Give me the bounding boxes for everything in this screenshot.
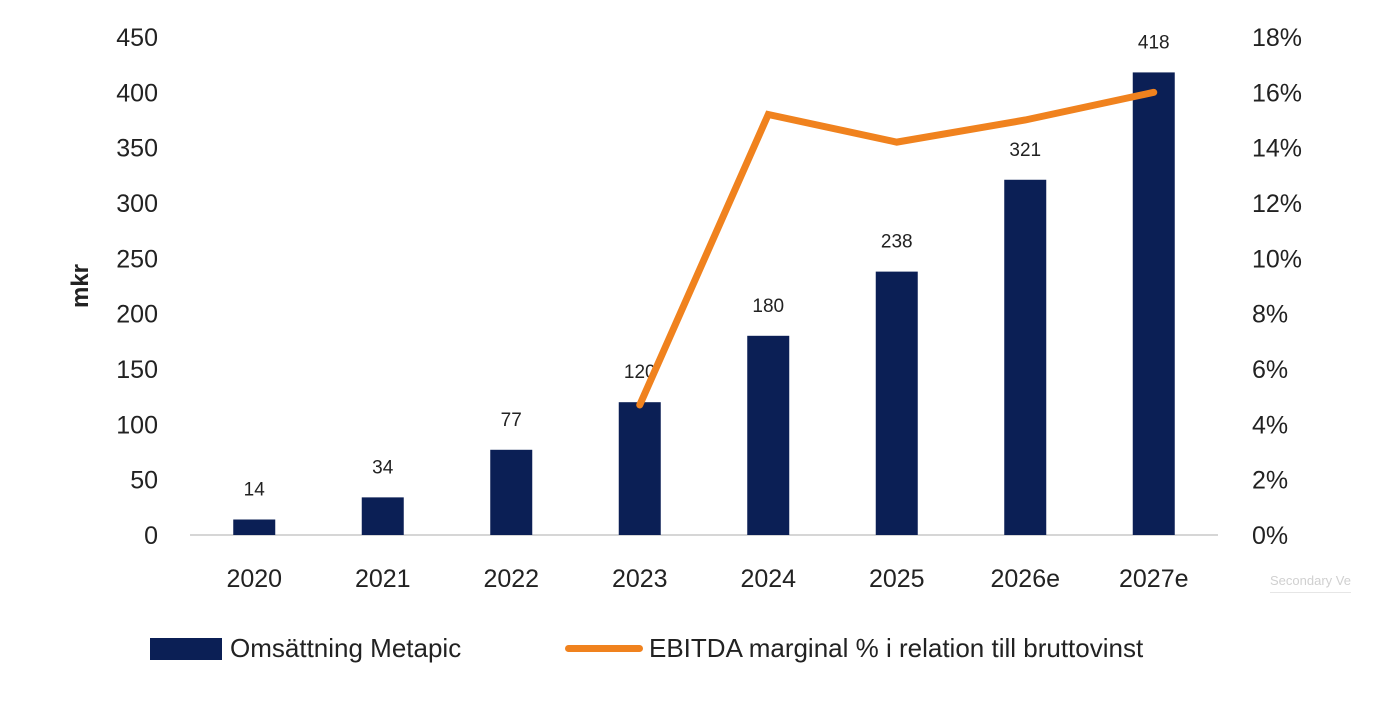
legend-item-line: EBITDA marginal % i relation till brutto… (565, 633, 1143, 664)
data-label: 238 (881, 232, 913, 253)
x-tick-label: 2022 (483, 565, 539, 593)
y2-tick-label: 16% (1252, 79, 1302, 107)
y-tick-label: 0 (144, 522, 158, 550)
x-tick-label: 2026e (990, 565, 1060, 593)
data-label: 180 (752, 296, 784, 317)
y-tick-label: 200 (116, 301, 158, 329)
y-tick-label: 150 (116, 356, 158, 384)
y2-tick-label: 6% (1252, 356, 1288, 384)
data-label: 418 (1138, 32, 1170, 53)
y2-tick-label: 8% (1252, 301, 1288, 329)
y-tick-label: 100 (116, 411, 158, 439)
y-tick-label: 250 (116, 245, 158, 273)
legend-label-bars: Omsättning Metapic (230, 633, 462, 663)
y2-tick-label: 0% (1252, 522, 1288, 550)
x-tick-label: 2025 (869, 565, 925, 593)
y-tick-label: 350 (116, 135, 158, 163)
bar (1132, 72, 1175, 535)
bar (361, 497, 404, 535)
legend-swatch-line (565, 645, 643, 652)
x-tick-label: 2027e (1119, 565, 1189, 593)
bar (875, 271, 918, 535)
secondary-axis-ghost-label: Secondary Ve (1270, 573, 1351, 593)
y-tick-label: 450 (116, 24, 158, 52)
data-label: 120 (624, 362, 656, 383)
y-axis-label: mkr (67, 264, 94, 308)
data-label: 321 (1009, 140, 1041, 161)
data-label: 77 (501, 410, 522, 431)
y-tick-label: 400 (116, 79, 158, 107)
bar (233, 519, 276, 535)
bar (490, 449, 533, 535)
y-tick-label: 300 (116, 190, 158, 218)
y2-tick-label: 12% (1252, 190, 1302, 218)
legend-swatch-bar (150, 637, 222, 660)
bar (618, 402, 661, 535)
data-label: 14 (244, 480, 266, 501)
x-tick-label: 2024 (740, 565, 796, 593)
x-tick-label: 2020 (226, 565, 282, 593)
y2-tick-label: 10% (1252, 245, 1302, 273)
y2-tick-label: 4% (1252, 411, 1288, 439)
y2-tick-label: 18% (1252, 24, 1302, 52)
legend-label-line: EBITDA marginal % i relation till brutto… (649, 633, 1144, 663)
bar (1004, 179, 1047, 535)
x-tick-label: 2021 (355, 565, 411, 593)
data-label: 34 (372, 457, 394, 478)
y-tick-label: 50 (130, 467, 158, 495)
x-tick-label: 2023 (612, 565, 668, 593)
y2-tick-label: 2% (1252, 467, 1288, 495)
legend-item-bars: Omsättning Metapic (150, 633, 461, 664)
bar (747, 335, 790, 535)
y2-tick-label: 14% (1252, 135, 1302, 163)
